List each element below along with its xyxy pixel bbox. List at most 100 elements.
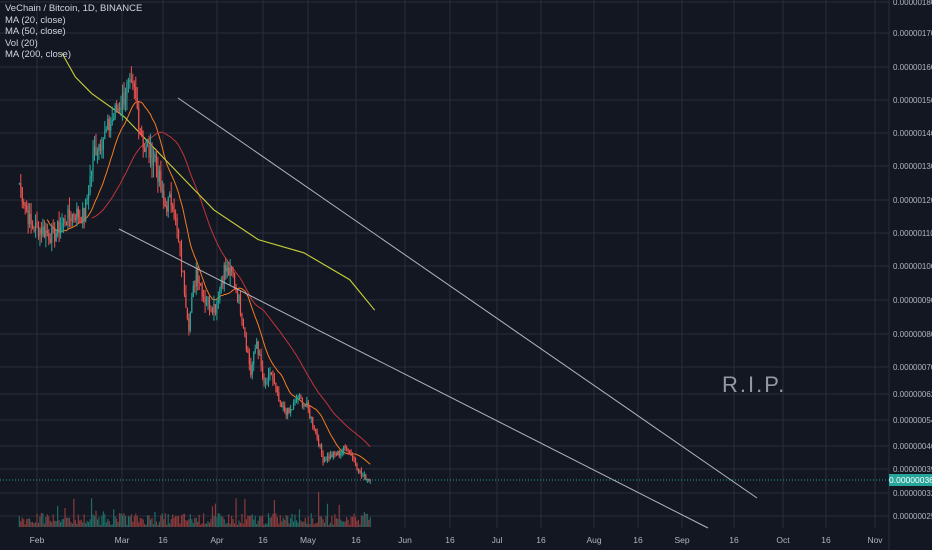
volume-bar <box>244 499 246 527</box>
volume-bar <box>260 516 262 527</box>
candle-body <box>203 296 205 298</box>
candle-body <box>306 402 308 406</box>
candle-body <box>113 117 115 120</box>
volume-bar <box>220 516 222 527</box>
volume-bar <box>281 521 283 527</box>
candle-body <box>132 81 134 84</box>
volume-bar <box>263 524 265 527</box>
volume-bar <box>133 516 135 527</box>
volume-bar <box>74 519 76 527</box>
candle-body <box>107 119 109 130</box>
candle-body <box>111 119 113 125</box>
candle-body <box>288 408 290 414</box>
ma20-line <box>46 101 371 465</box>
volume-bar <box>335 518 337 527</box>
candle-body <box>205 304 208 306</box>
y-tick-label: 0.00000180 <box>893 0 932 7</box>
legend-ma200[interactable]: MA (200, close) <box>5 49 71 60</box>
volume-bar <box>85 523 87 527</box>
candle-body <box>291 409 293 411</box>
candle-body <box>176 218 178 230</box>
lower-trendline[interactable] <box>118 228 709 529</box>
candle-body <box>294 399 296 403</box>
volume-bar <box>36 513 38 527</box>
upper-trendline[interactable] <box>177 97 758 499</box>
legend-vol20[interactable]: Vol (20) <box>5 37 38 49</box>
volume-bar <box>71 523 73 527</box>
candle-body <box>211 308 214 313</box>
volume-bar <box>359 524 361 527</box>
volume-bar <box>148 515 150 527</box>
candle-body <box>264 382 267 384</box>
candle-body <box>261 366 264 378</box>
rip-annotation[interactable]: R.I.P. <box>722 372 786 397</box>
candle-body <box>118 108 121 110</box>
candle-body <box>244 328 246 337</box>
candle-body <box>332 452 334 458</box>
volume-bar <box>315 523 317 527</box>
y-tick-label: 0.00000025 <box>893 512 932 521</box>
candle-body <box>331 454 333 458</box>
candle-body <box>144 147 146 152</box>
candle-body <box>239 295 242 314</box>
candle-body <box>238 295 240 302</box>
volume-bar <box>70 521 72 527</box>
y-tick-label: 0.00000150 <box>893 96 932 105</box>
x-tick-label: 16 <box>351 535 361 545</box>
volume-bar <box>185 520 187 527</box>
volume-bar <box>251 514 253 527</box>
volume-bar <box>219 513 221 527</box>
price-axis[interactable]: 0.00000180 0.00000170 0.00000160 0.00000150… <box>893 0 932 521</box>
candle-body <box>26 206 28 211</box>
y-tick-label: 0.00000062 <box>893 390 932 399</box>
candle-body <box>39 228 41 237</box>
candle-body <box>251 364 253 376</box>
volume-bar <box>331 515 333 527</box>
volume-bar <box>356 520 358 527</box>
legend-ma50[interactable]: MA (50, close) <box>5 26 66 37</box>
volume-bar <box>253 519 255 527</box>
candle-body <box>161 190 163 192</box>
candle-body <box>223 265 225 284</box>
volume-bar <box>139 518 141 527</box>
volume-bar <box>192 522 194 527</box>
legend-ma20[interactable]: MA (20, close) <box>5 14 66 26</box>
volume-bar <box>34 522 37 527</box>
volume-bar <box>194 517 196 527</box>
volume-bars <box>18 491 371 527</box>
volume-bar <box>203 513 205 527</box>
candle-body <box>96 151 99 156</box>
candle-body <box>285 410 287 416</box>
volume-bar <box>49 520 51 527</box>
chart-legend: VeChain / Bitcoin, 1D, BINANCE MA (20, c… <box>5 3 142 61</box>
volume-bar <box>182 514 184 527</box>
x-tick-label: Aug <box>586 535 601 545</box>
candle-body <box>183 272 186 295</box>
candle-body <box>236 290 239 302</box>
candle-body <box>297 397 299 400</box>
volume-bar <box>152 524 155 527</box>
volume-bar <box>257 520 259 527</box>
candle-body <box>273 379 275 383</box>
candle-body <box>172 205 174 210</box>
candle-body <box>27 210 29 224</box>
volume-bar <box>366 513 368 527</box>
candle-body <box>130 79 132 82</box>
candle-body <box>105 129 107 131</box>
volume-bar <box>157 524 159 527</box>
volume-bar <box>23 519 25 527</box>
volume-bar <box>357 519 360 527</box>
candle-body <box>276 387 278 392</box>
volume-bar <box>256 523 258 527</box>
candle-body <box>21 187 23 202</box>
x-tick-label: 16 <box>158 535 168 545</box>
time-axis[interactable]: Feb Mar 16 Apr 16 May 16 Jun 16 Jul 16 Aug 16 Sep 16 Oc… <box>30 535 884 545</box>
volume-bar <box>114 516 116 527</box>
volume-bar <box>20 521 22 527</box>
volume-bar <box>362 515 364 527</box>
candle-body <box>173 209 175 218</box>
candle-body <box>73 214 75 218</box>
volume-bar <box>146 515 149 527</box>
